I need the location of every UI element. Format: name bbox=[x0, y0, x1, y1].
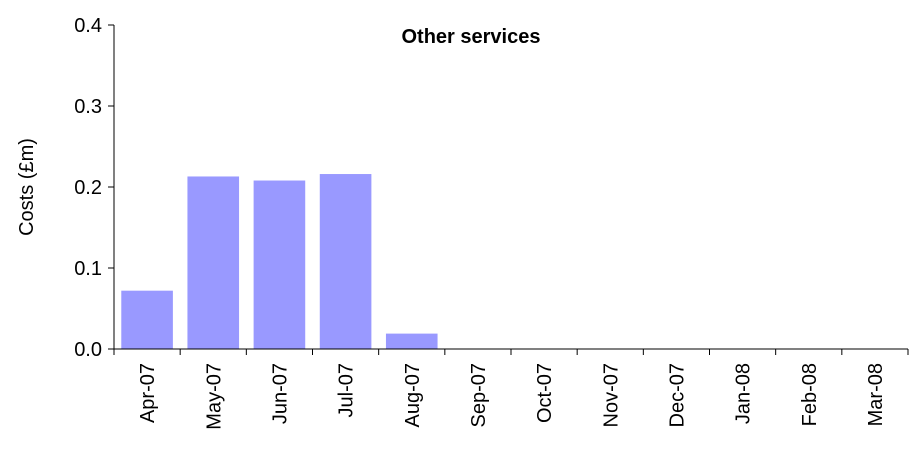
x-tick-label: Sep-07 bbox=[468, 363, 490, 428]
y-tick-label: 0.2 bbox=[74, 177, 102, 199]
x-tick-label: Jul-07 bbox=[336, 363, 358, 417]
y-tick-label: 0.3 bbox=[74, 96, 102, 118]
x-tick-label: Mar-08 bbox=[865, 363, 887, 426]
x-tick-label: Aug-07 bbox=[402, 363, 424, 428]
x-tick-label: Apr-07 bbox=[137, 363, 159, 423]
x-tick-label: May-07 bbox=[203, 363, 225, 430]
x-tick-label: Dec-07 bbox=[666, 363, 688, 427]
x-ticks-group: Apr-07 May-07 Jun-07 Jul-07 Aug-07 Sep-07 Oct-… bbox=[113, 349, 909, 430]
bar-apr-07 bbox=[121, 290, 173, 349]
y-tick-label: 0.4 bbox=[74, 15, 102, 37]
bars-group bbox=[121, 174, 438, 349]
x-tick-label: Oct-07 bbox=[534, 363, 556, 423]
y-ticks-group: 0.0 0.1 0.2 0.3 0.4 bbox=[74, 15, 114, 361]
bar-may-07 bbox=[187, 176, 240, 349]
y-axis-label: Costs (£m) bbox=[16, 138, 38, 236]
bar-aug-07 bbox=[385, 333, 438, 349]
bar-jul-07 bbox=[319, 174, 372, 349]
x-tick-label: Jun-07 bbox=[269, 363, 291, 424]
x-tick-label: Nov-07 bbox=[600, 363, 622, 427]
x-tick-label: Feb-08 bbox=[799, 363, 821, 426]
y-tick-label: 0.0 bbox=[74, 339, 102, 361]
bar-jun-07 bbox=[253, 180, 306, 349]
x-tick-label: Jan-08 bbox=[733, 363, 755, 424]
chart-title: Other services bbox=[402, 26, 541, 48]
y-tick-label: 0.1 bbox=[74, 258, 102, 280]
